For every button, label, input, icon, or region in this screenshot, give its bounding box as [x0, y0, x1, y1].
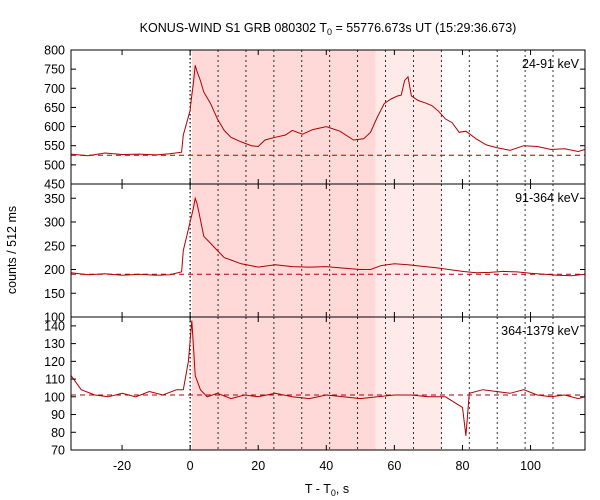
y-tick-label: 500	[44, 158, 65, 172]
energy-band-label: 24-91 keV	[522, 57, 580, 71]
shaded-interval-2	[375, 184, 443, 317]
y-tick-label: 120	[44, 355, 65, 369]
x-axis-label-text: T - T	[305, 482, 331, 496]
y-tick-label: 70	[51, 444, 65, 458]
shaded-interval-2	[375, 317, 443, 450]
panel-frame	[70, 316, 586, 451]
y-tick-label: 650	[44, 101, 65, 115]
y-tick-label: 80	[51, 426, 65, 440]
y-tick-label: 150	[44, 287, 65, 301]
x-axis-label-subscript: 0	[331, 488, 336, 498]
y-tick-label: 300	[44, 216, 65, 230]
light-curve-series	[70, 196, 586, 277]
chart-title-text: KONUS-WIND S1 GRB 080302 T	[140, 21, 328, 35]
y-tick-label: 100	[44, 311, 65, 325]
y-tick-label: 700	[44, 82, 65, 96]
shaded-interval-1	[191, 317, 376, 450]
chart-title-rest: = 55776.673s UT (15:29:36.673)	[332, 21, 516, 35]
y-tick-label: 100	[44, 390, 65, 404]
panel-2: 100 150 200 250 300 350 91-364 keV	[44, 183, 586, 325]
y-tick-label: 250	[44, 239, 65, 253]
x-tick-label: 20	[251, 459, 265, 473]
y-tick-label: 450	[44, 178, 65, 192]
y-tick-label: 550	[44, 139, 65, 153]
x-tick-label: 40	[319, 459, 333, 473]
y-axis-label: counts / 512 ms	[5, 206, 19, 294]
x-tick-label: 60	[387, 459, 401, 473]
shaded-interval-2	[375, 50, 443, 184]
shaded-interval-1	[191, 184, 376, 317]
x-tick-label: 100	[520, 459, 541, 473]
light-curve-series	[70, 65, 586, 157]
y-tick-label: 600	[44, 120, 65, 134]
energy-band-label: 91-364 keV	[515, 191, 580, 205]
y-tick-label: 800	[44, 44, 65, 58]
y-tick-label: 200	[44, 263, 65, 277]
chart-title: KONUS-WIND S1 GRB 080302 T0 = 55776.673s…	[140, 21, 517, 37]
x-tick-label: 0	[187, 459, 194, 473]
x-axis-label-rest: , s	[336, 482, 349, 496]
y-tick-label: 130	[44, 337, 65, 351]
y-tick-label: 90	[51, 408, 65, 422]
shaded-interval-1	[191, 50, 376, 184]
y-tick-label: 140	[44, 319, 65, 333]
y-tick-label: 110	[45, 373, 65, 387]
panel-1: 450 500 550 600 650 700 750 800 24-91 keV	[44, 44, 586, 192]
y-tick-label: 350	[44, 192, 65, 206]
chart-title-subscript: 0	[327, 27, 332, 37]
y-tick-label: 750	[44, 63, 65, 77]
x-tick-label: -20	[113, 459, 131, 473]
x-tick-label: 80	[456, 459, 470, 473]
light-curve-series	[70, 320, 586, 436]
panel-3: 70 80 90 100 110 120 130 140 364-1379 keV	[44, 316, 586, 458]
x-axis-label: T - T0, s	[305, 482, 349, 498]
energy-band-label: 364-1379 keV	[501, 324, 580, 338]
